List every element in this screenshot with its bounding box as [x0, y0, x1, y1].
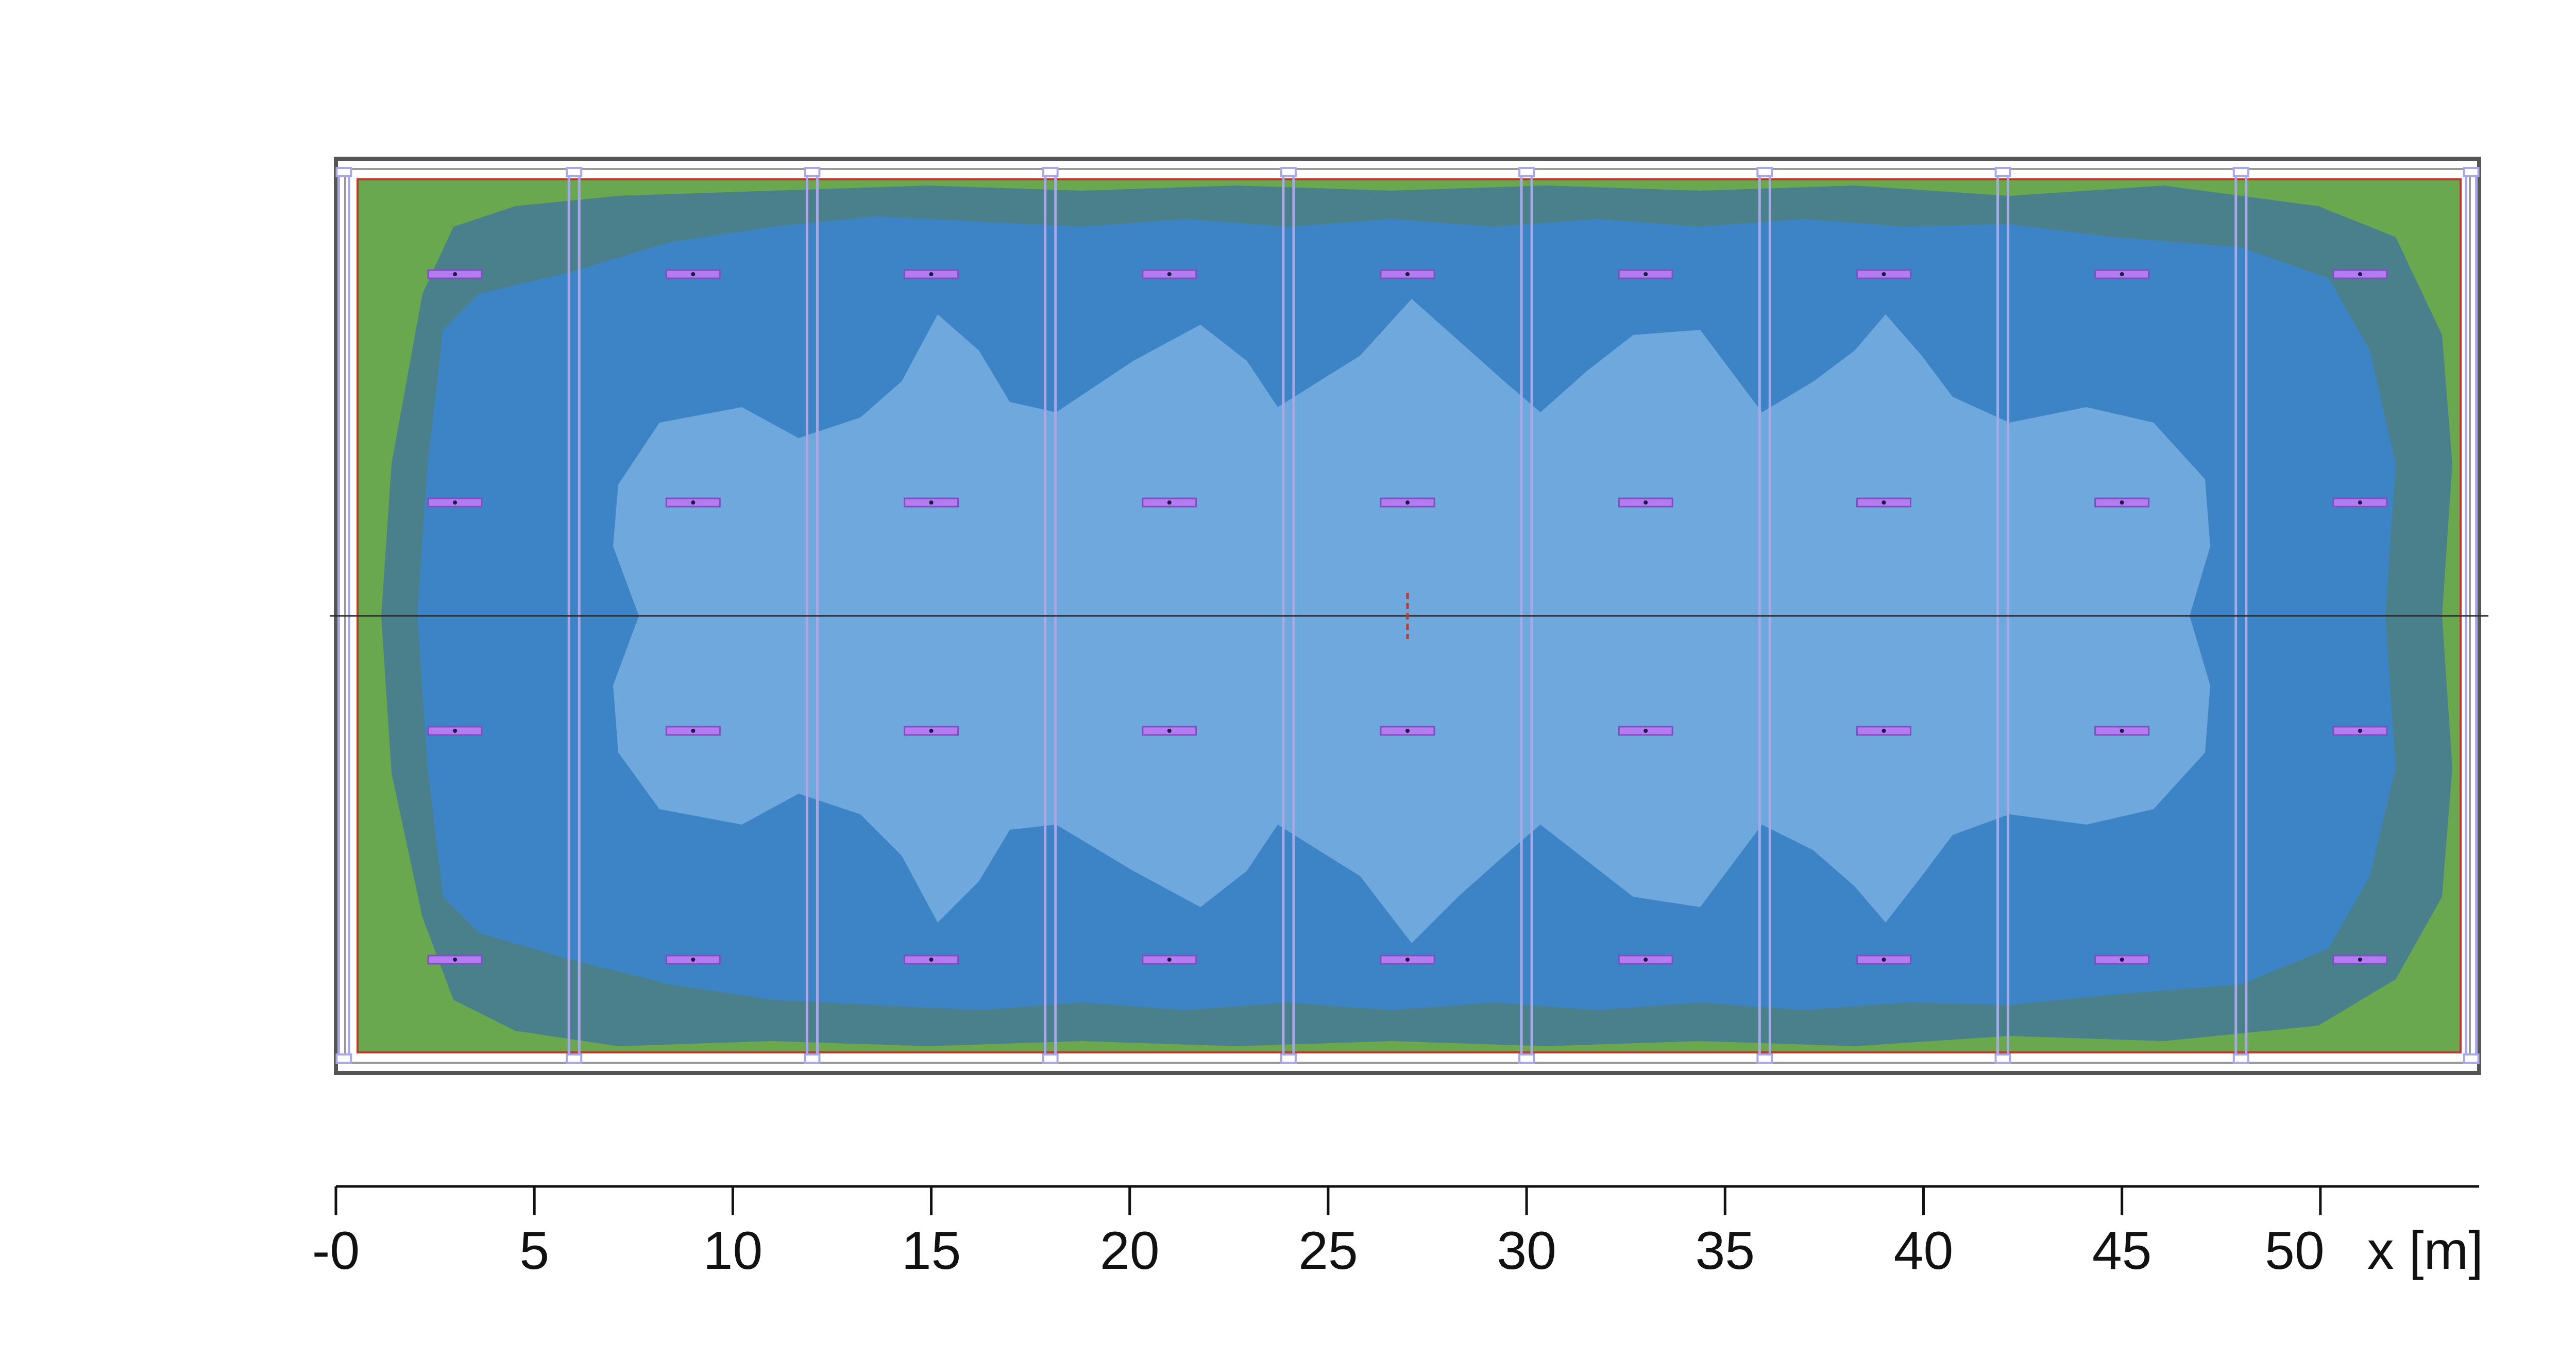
- luminaire-center-r1-c3: [929, 272, 934, 276]
- luminaire-center-r1-c8: [2120, 272, 2124, 276]
- beam-cap-bottom-4: [1042, 1053, 1059, 1064]
- luminaire-center-r2-c7: [1882, 500, 1886, 505]
- beam-cap-top-3: [804, 167, 821, 177]
- beam-cap-bottom-7: [1756, 1053, 1773, 1064]
- beam-cap-bottom-6: [1518, 1053, 1535, 1064]
- luminaire-center-r3-c6: [1643, 729, 1648, 733]
- beam-cap-top-4: [1042, 167, 1059, 177]
- luminaire-center-r1-c9: [2358, 272, 2362, 276]
- luminaire-center-r2-c9: [2358, 500, 2362, 505]
- axis-tick-label-4: 20: [1100, 1221, 1160, 1281]
- axis-tick-label-5: 25: [1298, 1221, 1358, 1281]
- beam-cap-top-1: [335, 167, 352, 177]
- beam-cap-bottom-5: [1280, 1053, 1297, 1064]
- axis-tick-label-2: 10: [703, 1221, 763, 1281]
- beam-cap-top-10: [2463, 167, 2480, 177]
- luminaire-center-r1-c6: [1643, 272, 1648, 276]
- axis-tick-label-1: 5: [519, 1221, 549, 1281]
- luminaire-center-r3-c4: [1167, 729, 1172, 733]
- beam-cap-bottom-8: [1994, 1053, 2011, 1064]
- axis-tick-label-0: -0: [312, 1221, 360, 1281]
- axis-unit-label: x [m]: [2367, 1221, 2483, 1281]
- beam-cap-bottom-2: [566, 1053, 583, 1064]
- luminaire-center-r2-c5: [1405, 500, 1410, 505]
- luminaire-center-r4-c9: [2358, 958, 2362, 962]
- beam-cap-bottom-1: [335, 1053, 352, 1064]
- beam-cap-top-9: [2232, 167, 2249, 177]
- axis-tick-label-8: 40: [1894, 1221, 1954, 1281]
- luminaire-center-r1-c2: [691, 272, 696, 276]
- luminaire-center-r4-c3: [929, 958, 934, 962]
- luminaire-center-r2-c2: [691, 500, 696, 505]
- axis-tick-label-6: 30: [1497, 1221, 1556, 1281]
- zone-inner: [613, 299, 2210, 943]
- luminaire-center-r3-c3: [929, 729, 934, 733]
- luminaire-center-r3-c2: [691, 729, 696, 733]
- luminaire-center-r4-c1: [453, 958, 457, 962]
- beam-cap-bottom-3: [804, 1053, 821, 1064]
- luminaire-center-r3-c1: [453, 729, 457, 733]
- beam-cap-top-8: [1994, 167, 2011, 177]
- luminaire-center-r4-c4: [1167, 958, 1172, 962]
- axis-tick-label-7: 35: [1695, 1221, 1755, 1281]
- axis-tick-label-3: 15: [902, 1221, 961, 1281]
- beam-cap-top-6: [1518, 167, 1535, 177]
- luminaire-center-r2-c6: [1643, 500, 1648, 505]
- beam-cap-bottom-10: [2463, 1053, 2480, 1064]
- luminaire-center-r3-c7: [1882, 729, 1886, 733]
- luminaire-center-r1-c5: [1405, 272, 1410, 276]
- luminaire-center-r2-c1: [453, 500, 457, 505]
- luminaire-center-r2-c3: [929, 500, 934, 505]
- luminaire-center-r3-c8: [2120, 729, 2124, 733]
- beam-cap-top-5: [1280, 167, 1297, 177]
- luminaire-center-r4-c8: [2120, 958, 2124, 962]
- luminaire-center-r4-c6: [1643, 958, 1648, 962]
- beam-cap-bottom-9: [2232, 1053, 2249, 1064]
- luminaire-center-r4-c7: [1882, 958, 1886, 962]
- beam-cap-top-7: [1756, 167, 1773, 177]
- luminaire-center-r4-c5: [1405, 958, 1410, 962]
- luminaire-center-r1-c4: [1167, 272, 1172, 276]
- axis-tick-label-9: 45: [2092, 1221, 2152, 1281]
- luminaire-center-r2-c8: [2120, 500, 2124, 505]
- luminaire-center-r1-c7: [1882, 272, 1886, 276]
- luminaire-center-r1-c1: [453, 272, 457, 276]
- luminaire-center-r3-c5: [1405, 729, 1410, 733]
- luminaire-center-r2-c4: [1167, 500, 1172, 505]
- luminaire-group: [427, 269, 2388, 965]
- luminaire-center-r4-c2: [691, 958, 696, 962]
- axis-tick-label-10: 50: [2265, 1221, 2325, 1281]
- luminaire-center-r3-c9: [2358, 729, 2362, 733]
- beam-cap-top-2: [566, 167, 583, 177]
- scale-axis: -0 5 10 15 20 25 30 35 40 45 50 x [m]: [312, 1185, 2483, 1281]
